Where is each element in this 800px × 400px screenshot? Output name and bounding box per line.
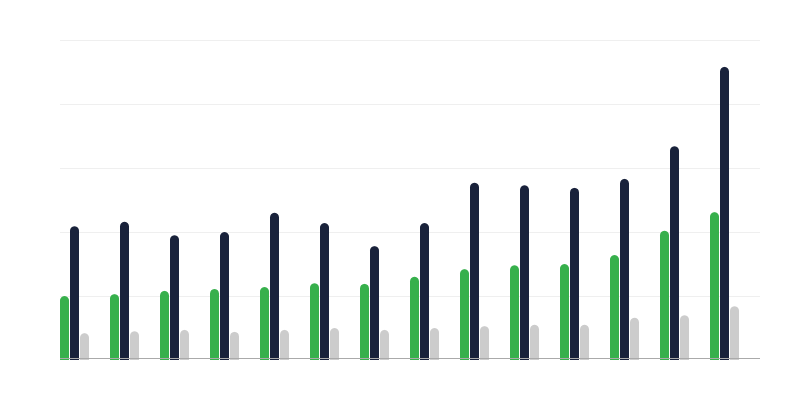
bar-series-3-group-11: [580, 324, 589, 360]
bar-series-3-group-8: [430, 328, 439, 360]
bar-series-1-group-3: [160, 290, 169, 360]
bar-series-1-group-1: [60, 296, 69, 360]
bar-series-2-group-5: [270, 212, 279, 360]
bar-series-3-group-5: [280, 329, 289, 360]
gridlines: [60, 40, 760, 297]
bar-series-1-group-10: [510, 265, 519, 360]
bar-series-2-group-3: [170, 235, 179, 360]
bar-series-1-group-11: [560, 264, 569, 360]
bar-series-2-group-9: [470, 182, 479, 360]
bar-series-2-group-10: [520, 185, 529, 360]
bar-series-1-group-6: [310, 283, 319, 360]
bar-series-2-group-6: [320, 223, 329, 360]
bar-series-3-group-7: [380, 329, 389, 360]
bar-series-2-group-12: [620, 178, 629, 360]
bar-series-2-group-4: [220, 232, 229, 360]
bar-series-2-group-13: [670, 146, 679, 360]
bar-series-3-group-12: [630, 317, 639, 360]
bar-series-3-group-13: [680, 315, 689, 360]
bar-series-3-group-14: [730, 306, 739, 360]
bar-series-2-group-1: [70, 226, 79, 360]
bar-series-2-group-7: [370, 246, 379, 360]
bar-series-2-group-14: [720, 66, 729, 360]
bar-series-3-group-6: [330, 328, 339, 360]
bar-series-2-group-2: [120, 221, 129, 360]
bar-series-1-group-8: [410, 276, 419, 360]
bar-series-3-group-2: [130, 331, 139, 360]
bar-series-1-group-13: [660, 230, 669, 360]
bar-series-1-group-2: [110, 294, 119, 360]
bar-series-2-group-11: [570, 187, 579, 360]
bar-series-3-group-4: [230, 331, 239, 360]
bar-series-1-group-12: [610, 255, 619, 360]
bar-series-1-group-14: [710, 212, 719, 360]
bars: [60, 66, 739, 360]
bar-series-1-group-4: [210, 288, 219, 360]
bar-series-1-group-7: [360, 283, 369, 360]
bar-series-2-group-8: [420, 223, 429, 360]
bar-series-3-group-9: [480, 326, 489, 360]
bar-series-3-group-10: [530, 324, 539, 360]
bar-series-1-group-5: [260, 287, 269, 360]
bar-series-3-group-1: [80, 333, 89, 360]
bar-series-3-group-3: [180, 329, 189, 360]
bar-series-1-group-9: [460, 269, 469, 360]
